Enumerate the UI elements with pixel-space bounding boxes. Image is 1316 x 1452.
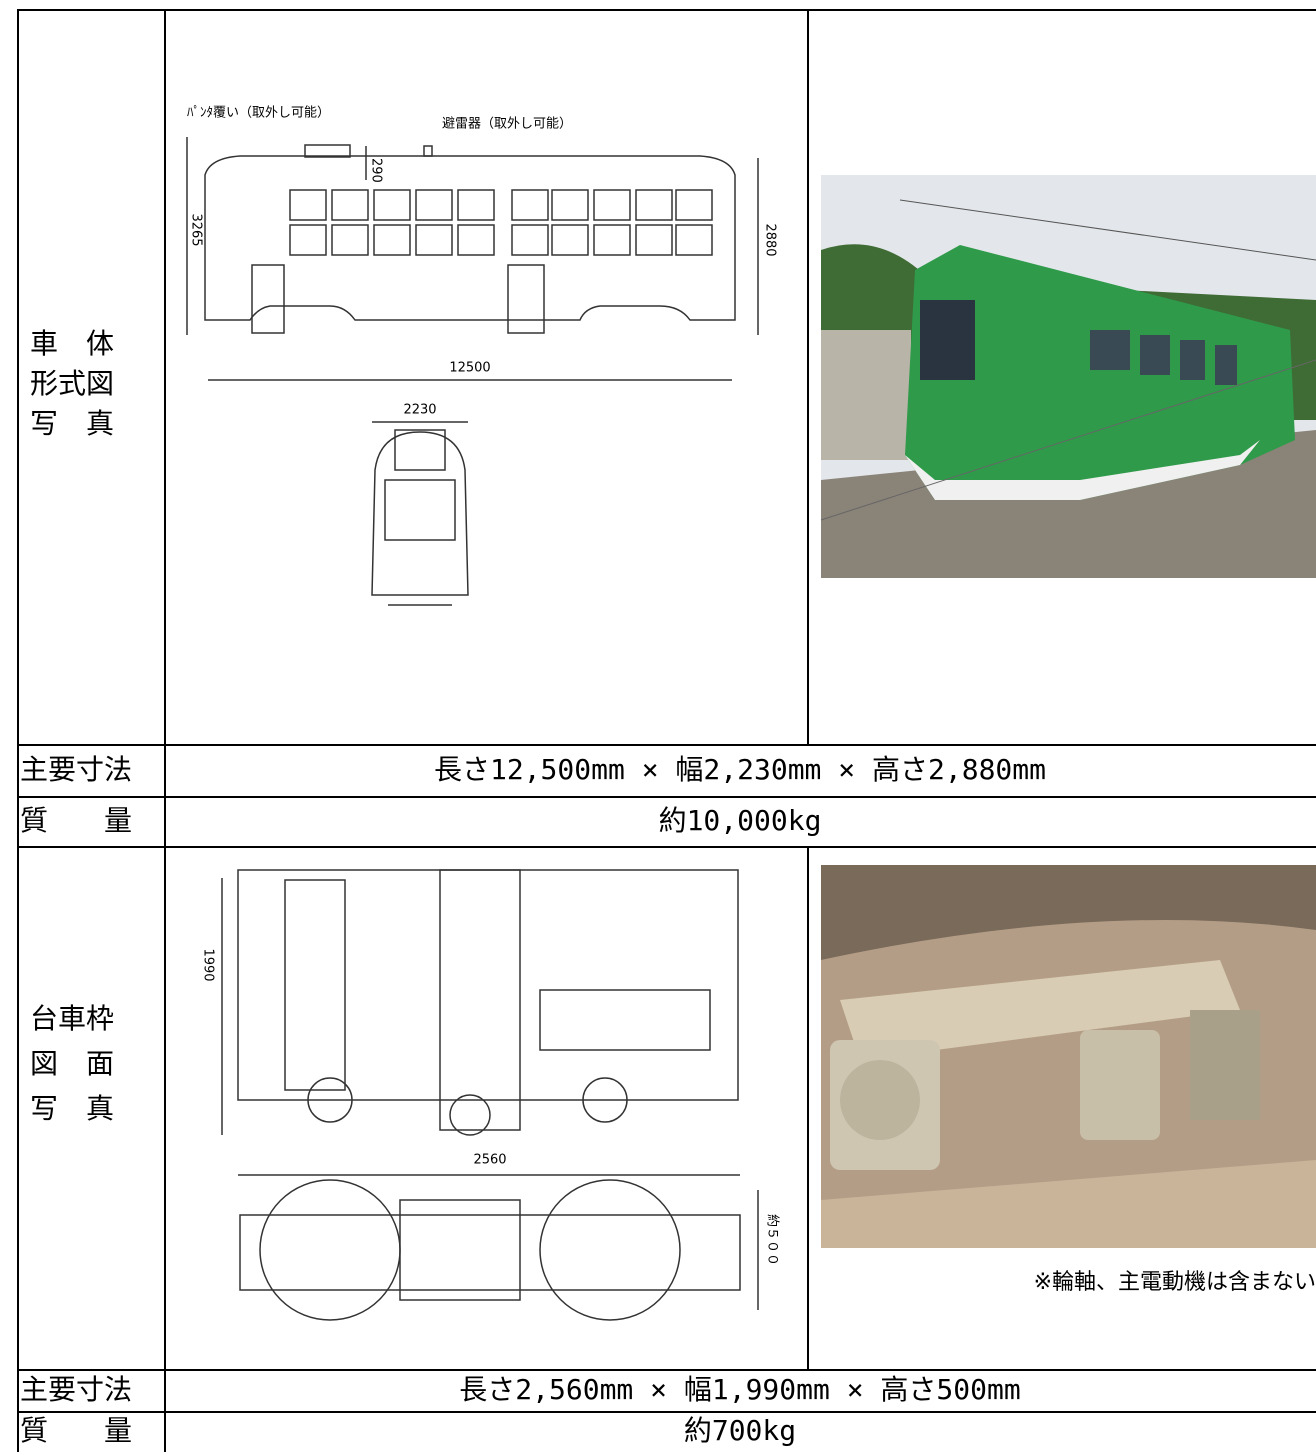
window (675, 189, 713, 221)
cell-text: 約700kg (684, 1414, 796, 1447)
drawing-label: 約５００ (765, 1214, 780, 1266)
drawing-label: ﾊﾟﾝﾀ覆い（取外し可能） (187, 106, 330, 121)
bogie-drawing: 1990 2560 約５００ (201, 869, 780, 1321)
drawing-label: 2880 (763, 223, 778, 256)
window (635, 224, 673, 256)
row-label: 主要寸法 (20, 753, 132, 786)
window (635, 189, 673, 221)
row-label: 台車枠 (30, 1002, 114, 1035)
window (331, 189, 369, 221)
body-drawing: ﾊﾟﾝﾀ覆い（取外し可能） 避雷器（取外し可能） 290 3265 2880 1… (186, 106, 778, 606)
window (373, 224, 411, 256)
window (289, 189, 327, 221)
cell-text: 長さ2,560mm × 幅1,990mm × 高さ500mm (459, 1373, 1020, 1406)
window (457, 224, 495, 256)
drawing-label: 2230 (403, 403, 436, 418)
window (551, 224, 589, 256)
drawing-label: 1990 (201, 948, 216, 981)
row-label: 質 量 (20, 804, 132, 837)
drawing-label: 2560 (473, 1153, 506, 1168)
row-label: 車 体 (30, 327, 114, 360)
row-label: 質 量 (20, 1414, 132, 1447)
window (511, 224, 549, 256)
window (511, 189, 549, 221)
window (551, 189, 589, 221)
window (593, 224, 631, 256)
bogie-photo (821, 865, 1316, 1248)
row-label: 図 面 (30, 1047, 114, 1080)
drawing-label: 12500 (449, 361, 490, 376)
window (415, 224, 453, 256)
window (593, 189, 631, 221)
drawing-label: 避雷器（取外し可能） (442, 117, 572, 132)
cell-text: 長さ12,500mm × 幅2,230mm × 高さ2,880mm (434, 753, 1046, 786)
window (415, 189, 453, 221)
row-label: 主要寸法 (20, 1373, 132, 1406)
window (675, 224, 713, 256)
drawing-label: 290 (369, 158, 384, 183)
window (457, 189, 495, 221)
row-label: 写 真 (30, 407, 114, 440)
row-label: 形式図 (30, 367, 114, 400)
window (373, 189, 411, 221)
table-grid (17, 9, 1316, 1452)
cell-text: 約10,000kg (659, 804, 822, 837)
tram-photo (820, 175, 1316, 578)
note: ※輪軸、主電動機は含まない (1034, 1270, 1316, 1295)
drawing-label: 3265 (189, 213, 204, 246)
window (289, 224, 327, 256)
window (331, 224, 369, 256)
row-label: 写 真 (30, 1092, 114, 1125)
